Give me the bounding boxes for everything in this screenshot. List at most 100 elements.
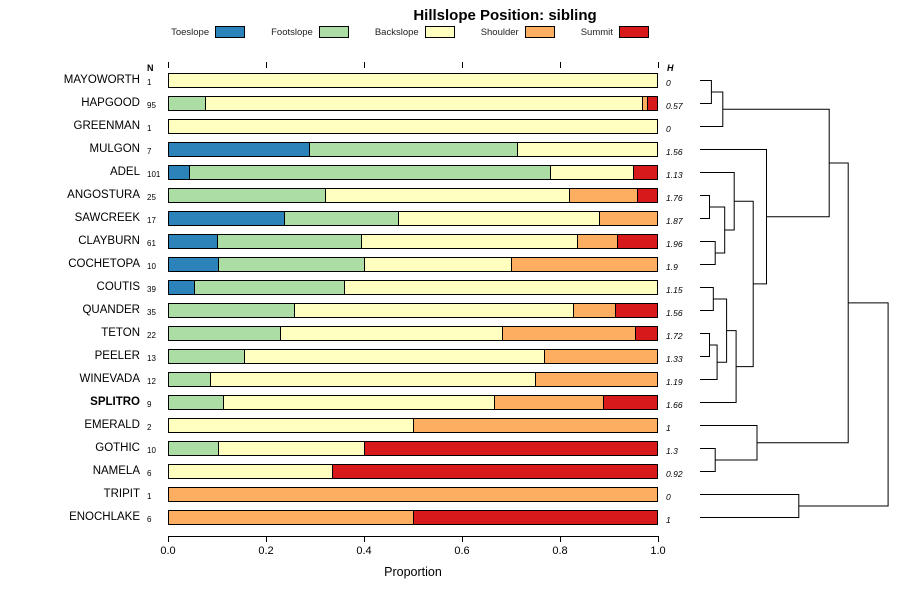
row-n-value: 101 [147, 170, 161, 179]
legend-swatch [524, 26, 555, 38]
bar-segment-summit [364, 442, 657, 455]
dendrogram-merge [709, 206, 726, 254]
row-label: SAWCREEK [74, 212, 140, 224]
bar-segment-shoulder [599, 212, 657, 225]
bar-segment-footslope [188, 166, 550, 179]
bar-segment-footslope [217, 258, 365, 271]
bar-segment-backslope [549, 166, 633, 179]
row-h-value: 0 [666, 124, 671, 134]
bar-segment-backslope [205, 97, 642, 110]
bar-segment-backslope [294, 304, 574, 317]
row-label: ENOCHLAKE [69, 511, 140, 523]
x-axis-tick-top [363, 62, 365, 68]
x-axis-tick-top [461, 62, 463, 68]
bar-segment-backslope [209, 373, 535, 386]
bar-segment-backslope [398, 212, 600, 225]
row-n-value: 6 [147, 469, 152, 478]
dendrogram-merge [700, 287, 714, 311]
x-axis-tick-label: 0.6 [454, 545, 470, 557]
row-h-value: 1.15 [666, 285, 683, 295]
row-label: MAYOWORTH [63, 74, 140, 86]
row-h-value: 1.56 [666, 147, 683, 157]
row-n-value: 6 [147, 515, 152, 524]
row-label: GREENMAN [73, 120, 140, 132]
bar-segment-footslope [308, 143, 518, 156]
row-label: MULGON [89, 143, 140, 155]
x-axis-tick-bottom [363, 536, 365, 542]
x-axis-tick-top [559, 62, 561, 68]
legend-item: Shoulder [481, 26, 555, 38]
row-n-value: 95 [147, 101, 156, 110]
bar-segment-shoulder [169, 511, 413, 524]
h-column-header: H [667, 63, 674, 73]
bar-segment-backslope [325, 189, 570, 202]
row-n-value: 1 [147, 78, 152, 87]
bar-segment-backslope [364, 258, 511, 271]
dendrogram-merge [700, 333, 710, 357]
stacked-bar [168, 441, 658, 456]
bar-segment-toeslope [169, 212, 284, 225]
dendrogram-merge [700, 241, 716, 265]
stacked-bar [168, 119, 658, 134]
x-axis-tick-label: 0.4 [356, 545, 372, 557]
row-h-value: 1.13 [666, 170, 683, 180]
dendrogram-merge [798, 302, 889, 507]
row-h-value: 0 [666, 492, 671, 502]
x-axis-tick-bottom [265, 536, 267, 542]
row-label: HAPGOOD [81, 97, 140, 109]
row-label: CLAYBURN [78, 235, 140, 247]
x-axis-tick-top [167, 62, 169, 68]
bar-segment-footslope [169, 396, 224, 409]
legend-swatch [318, 26, 349, 38]
dendrogram-merge [700, 172, 735, 231]
x-axis-tick-label: 1.0 [650, 545, 666, 557]
bar-segment-footslope [169, 350, 245, 363]
dendrogram-merge [700, 330, 737, 403]
row-n-value: 25 [147, 193, 156, 202]
bar-segment-summit [646, 97, 657, 110]
row-label: NAMELA [92, 465, 140, 477]
bar-segment-backslope [223, 396, 495, 409]
row-h-value: 0.92 [666, 469, 683, 479]
bar-segment-backslope [169, 120, 657, 133]
x-axis-tick-label: 0.0 [160, 545, 176, 557]
x-axis-tick-bottom [657, 536, 659, 542]
bar-segment-summit [616, 235, 657, 248]
row-h-value: 1 [666, 423, 671, 433]
bar-segment-summit [637, 189, 657, 202]
row-h-value: 0 [666, 78, 671, 88]
stacked-bar [168, 303, 658, 318]
dendrogram-merge [700, 425, 758, 461]
bar-segment-toeslope [169, 166, 189, 179]
bar-segment-backslope [169, 465, 332, 478]
row-n-value: 10 [147, 446, 156, 455]
row-n-value: 61 [147, 239, 156, 248]
stacked-bar [168, 510, 658, 525]
row-h-value: 1.87 [666, 216, 683, 226]
stacked-bar [168, 234, 658, 249]
row-n-value: 7 [147, 147, 152, 156]
row-h-value: 1.33 [666, 354, 683, 364]
stacked-bar [168, 142, 658, 157]
stacked-bar [168, 257, 658, 272]
bar-segment-shoulder [501, 327, 636, 340]
stacked-bar [168, 487, 658, 502]
dendrogram-merge [722, 108, 830, 218]
bar-segment-footslope [283, 212, 399, 225]
stacked-bar [168, 326, 658, 341]
bar-segment-footslope [169, 304, 295, 317]
bar-segment-shoulder [641, 97, 647, 110]
bar-segment-shoulder [573, 304, 615, 317]
legend-item: Backslope [375, 26, 455, 38]
row-label: EMERALD [84, 419, 140, 431]
bar-segment-footslope [169, 189, 326, 202]
dendrogram-merge [700, 80, 712, 104]
row-n-value: 2 [147, 423, 152, 432]
legend-label: Summit [580, 26, 613, 38]
row-label: COUTIS [96, 281, 140, 293]
stacked-bar [168, 418, 658, 433]
legend-swatch [215, 26, 246, 38]
bar-segment-shoulder [576, 235, 617, 248]
row-label: TETON [101, 327, 140, 339]
bar-segment-shoulder [534, 373, 657, 386]
